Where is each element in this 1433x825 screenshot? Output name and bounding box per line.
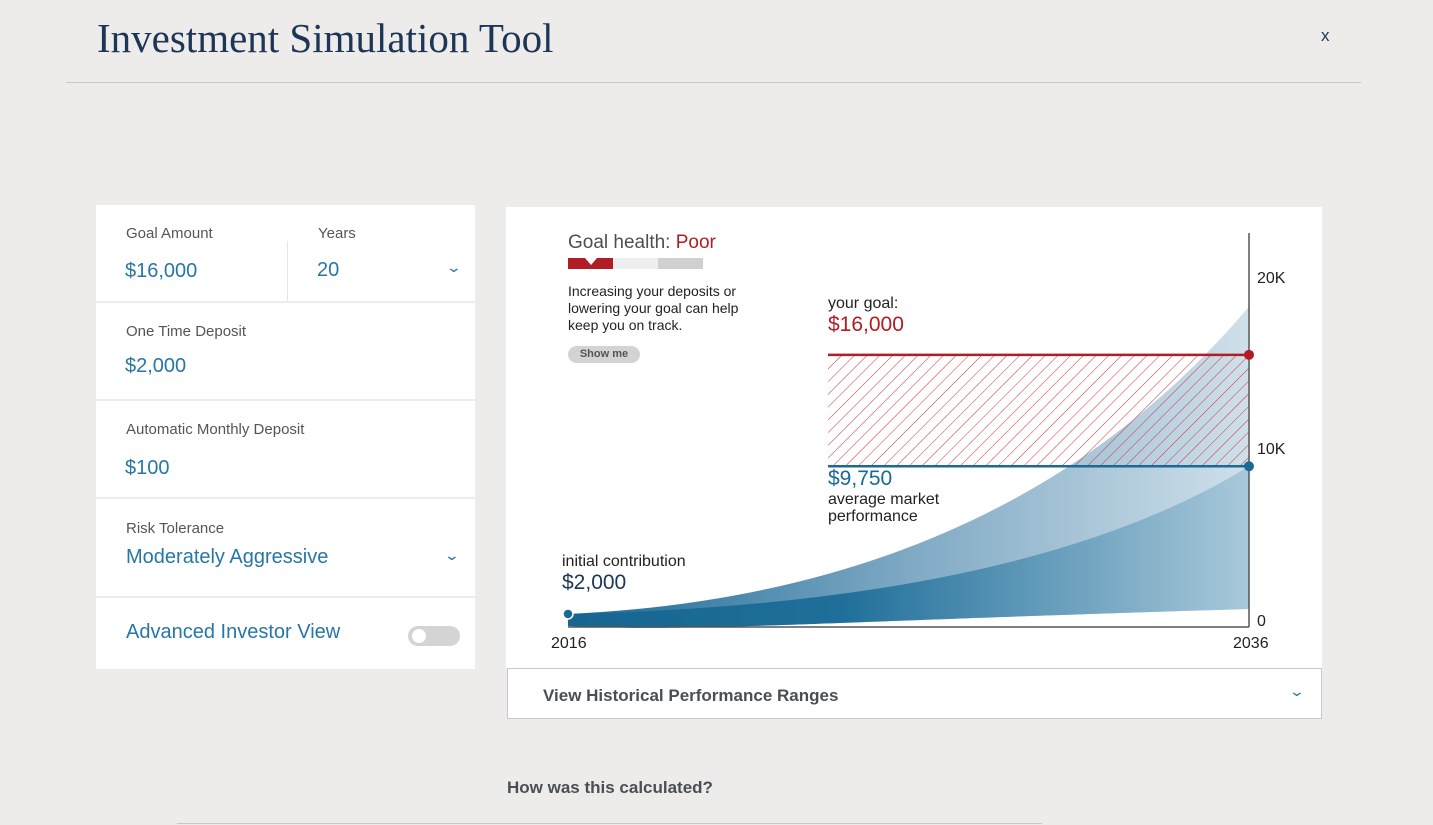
chevron-down-icon[interactable]: ⌄ (445, 259, 463, 275)
initial-point (562, 608, 574, 620)
monthly-deposit-label: Automatic Monthly Deposit (126, 421, 305, 438)
average-value: $9,750 (828, 467, 893, 490)
footer-divider (177, 823, 1042, 824)
years-label: Years (318, 225, 356, 242)
average-label: average market performance (828, 491, 940, 525)
initial-value: $2,000 (562, 571, 627, 594)
goal-health-status: Poor (675, 232, 716, 253)
goal-point (1244, 349, 1254, 360)
y-tick-label: 0 (1257, 613, 1266, 630)
how-calculated-link[interactable]: How was this calculated? (507, 778, 713, 797)
show-me-button[interactable]: Show me (568, 346, 640, 363)
close-button[interactable]: x (1321, 26, 1330, 45)
health-segment (613, 258, 658, 269)
one-time-deposit-input[interactable]: $2,000 (125, 355, 187, 377)
one-time-deposit-row: One Time Deposit $2,000 (96, 303, 475, 401)
goal-health: Goal health: Poor (568, 232, 716, 254)
y-tick-label: 10K (1257, 441, 1286, 458)
years-select[interactable]: 20 (317, 259, 340, 281)
chart-card (506, 207, 1322, 668)
average-point (1244, 461, 1254, 472)
input-panel: Goal Amount $16,000 Years 20 ⌄ One Time … (96, 205, 475, 669)
advanced-view-toggle[interactable] (408, 626, 460, 646)
chevron-down-icon[interactable]: ⌄ (1288, 683, 1306, 699)
health-segment (658, 258, 703, 269)
initial-label: initial contribution (562, 553, 686, 570)
header-divider (66, 82, 1361, 83)
average-range-area (568, 466, 1249, 628)
monthly-deposit-input[interactable]: $100 (125, 457, 170, 479)
historical-performance-accordion[interactable]: View Historical Performance Ranges ⌄ (507, 668, 1322, 719)
goal-health-label: Goal health: (568, 232, 671, 253)
indicator-icon (585, 258, 597, 265)
risk-tolerance-select[interactable]: Moderately Aggressive (126, 546, 329, 568)
y-tick-label: 20K (1257, 270, 1286, 287)
goal-years-row: Goal Amount $16,000 Years 20 ⌄ (96, 205, 475, 303)
x-tick-label: 2036 (1233, 635, 1269, 652)
advanced-view-row: Advanced Investor View (96, 598, 475, 669)
chevron-down-icon[interactable]: ⌄ (443, 547, 461, 563)
goal-gap-hatch (828, 354, 1249, 467)
advanced-view-label: Advanced Investor View (126, 621, 341, 643)
goal-health-message: Increasing your deposits or lowering you… (568, 283, 739, 333)
accordion-label: View Historical Performance Ranges (543, 686, 839, 705)
page-title: Investment Simulation Tool (97, 15, 554, 61)
one-time-deposit-label: One Time Deposit (126, 323, 247, 340)
divider (287, 241, 288, 301)
goal-amount-label: Goal Amount (126, 225, 213, 242)
goal-value: $16,000 (828, 313, 904, 336)
projection-chart (562, 233, 1254, 628)
goal-amount-input[interactable]: $16,000 (125, 260, 198, 282)
x-tick-label: 2016 (551, 635, 587, 652)
goal-label: your goal: (828, 295, 899, 312)
risk-tolerance-label: Risk Tolerance (126, 520, 225, 537)
health-segment (568, 258, 613, 269)
risk-tolerance-row: Risk Tolerance Moderately Aggressive ⌄ (96, 499, 475, 598)
goal-health-meter (568, 258, 703, 269)
monthly-deposit-row: Automatic Monthly Deposit $100 (96, 401, 475, 499)
